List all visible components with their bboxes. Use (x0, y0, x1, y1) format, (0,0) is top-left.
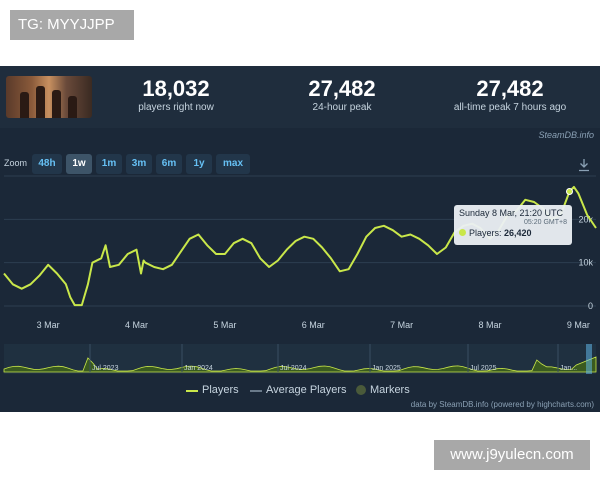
zoom-option-6m[interactable]: 6m (156, 154, 182, 174)
stat-label: 24-hour peak (312, 102, 372, 113)
x-tick-label: 7 Mar (390, 320, 413, 330)
chart-legend: Players Average Players Markers (0, 383, 600, 397)
tooltip-value: 26,420 (504, 228, 532, 238)
x-tick-label: 9 Mar (567, 320, 590, 330)
chart-credits[interactable]: data by SteamDB.info (powered by highcha… (410, 400, 594, 409)
navigator-labels: Jul 2023 Jan 2024 Jul 2024 Jan 2025 Jul 2025… (89, 344, 577, 372)
x-tick-label: 6 Mar (302, 320, 325, 330)
watermark-tag-top: TG: MYYJJPP (10, 10, 134, 40)
zoom-option-48h[interactable]: 48h (32, 154, 62, 174)
navigator-label: Jul 2025 (470, 365, 497, 372)
hover-point-marker (566, 188, 573, 195)
y-tick-label: 10k (578, 258, 593, 268)
markers-dot-icon (356, 385, 366, 395)
stat-value: 27,482 (476, 76, 544, 101)
y-tick-label: 0 (588, 301, 593, 311)
navigator-handle (586, 344, 592, 374)
tooltip-series: Players (469, 228, 500, 238)
y-tick-label: 20k (578, 214, 593, 224)
players-line-icon (186, 390, 198, 392)
stat-label: players right now (138, 102, 214, 113)
stats-header: 18,032 players right now 27,482 24-hour … (0, 66, 600, 128)
stat-all-time-peak: 27,482 all-time peak 7 hours ago (440, 76, 580, 114)
zoom-label: Zoom (4, 158, 28, 168)
stat-24h-peak: 27,482 24-hour peak (284, 76, 400, 114)
navigator[interactable]: Jul 2023 Jan 2024 Jul 2024 Jan 2025 Jul 2025… (3, 344, 597, 374)
series-dot-icon (459, 229, 466, 236)
zoom-option-1y[interactable]: 1y (186, 154, 212, 174)
zoom-option-max[interactable]: max (216, 154, 250, 174)
stat-value: 18,032 (142, 76, 210, 101)
steamdb-chart-panel: 18,032 players right now 27,482 24-hour … (0, 66, 600, 412)
zoom-option-3m[interactable]: 3m (126, 154, 152, 174)
stat-current-players: 18,032 players right now (118, 76, 234, 114)
legend-average-players[interactable]: Average Players (266, 384, 347, 396)
chart-tooltip: Sunday 8 Mar, 21:20 UTC 05:20 GMT+8 Play… (454, 205, 572, 245)
navigator-label: Jul 2023 (92, 365, 119, 372)
navigator-label: Jan 2025 (372, 365, 401, 372)
tooltip-title: Sunday 8 Mar, 21:20 UTC (459, 208, 564, 218)
stat-value: 27,482 (308, 76, 376, 101)
x-tick-label: 5 Mar (213, 320, 236, 330)
navigator-label: Jan 2024 (184, 365, 213, 372)
tooltip-value-row: Players: 26,420 (459, 227, 567, 239)
zoom-option-1w[interactable]: 1w (66, 154, 92, 174)
y-axis-ticks: 0 10k 20k (578, 214, 593, 311)
navigator-label: Jul 2024 (280, 365, 307, 372)
navigator-label: Jan... (560, 365, 577, 372)
source-link[interactable]: SteamDB.info (538, 130, 594, 140)
watermark-tag-bottom: www.j9yulecn.com (434, 440, 590, 470)
average-line-icon (250, 390, 262, 392)
zoom-option-1m[interactable]: 1m (96, 154, 122, 174)
x-tick-label: 8 Mar (478, 320, 501, 330)
legend-players[interactable]: Players (202, 384, 239, 396)
download-icon[interactable] (578, 158, 590, 172)
stat-label: all-time peak 7 hours ago (453, 102, 567, 113)
game-thumbnail[interactable] (6, 76, 92, 118)
x-tick-label: 3 Mar (37, 320, 60, 330)
navigator-area (3, 356, 597, 373)
tooltip-local-time: 05:20 GMT+8 (524, 219, 567, 226)
x-tick-label: 4 Mar (125, 320, 148, 330)
x-axis-ticks: 3 Mar 4 Mar 5 Mar 6 Mar 7 Mar 8 Mar 9 Mar (37, 320, 590, 330)
legend-markers[interactable]: Markers (370, 384, 410, 396)
